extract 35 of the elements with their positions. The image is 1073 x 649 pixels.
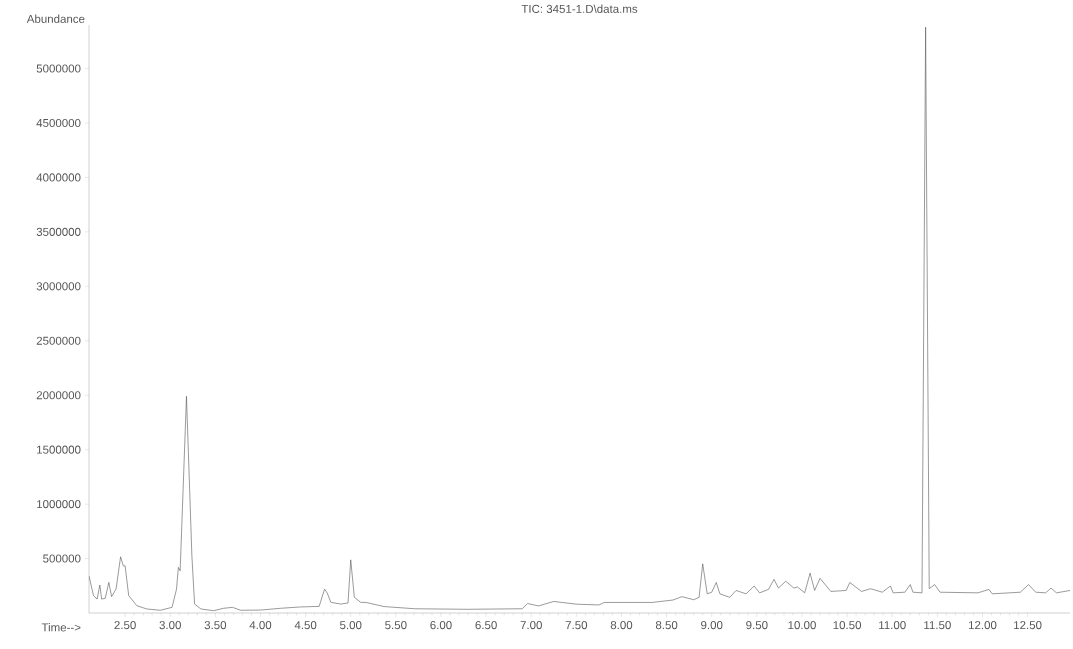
x-tick-label: 5.50 [385, 621, 407, 630]
x-tick-label: 11.00 [879, 621, 906, 630]
chart-title: TIC: 3451-1.D\data.ms [521, 4, 638, 13]
y-tick-label: 2000000 [36, 391, 81, 400]
line-series [89, 26, 1071, 612]
y-tick-label: 1500000 [37, 445, 81, 454]
x-tick-label: 12.00 [968, 621, 997, 630]
y-tick-label: 5000000 [36, 64, 81, 73]
x-tick-label: 4.50 [294, 621, 317, 630]
x-axis-title: Time--> [41, 623, 81, 632]
x-tick-label: 6.00 [430, 621, 452, 630]
y-tick-label: 2500000 [36, 336, 81, 345]
y-tick-label: 3500000 [36, 227, 81, 236]
x-tick-label: 12.50 [1014, 621, 1042, 630]
x-tick-label: 10.00 [788, 621, 816, 630]
y-tick-label: 500000 [43, 554, 81, 563]
x-tick-label: 5.00 [339, 621, 362, 630]
x-tick-label: 10.50 [833, 621, 862, 630]
x-tick-label: 9.50 [746, 621, 768, 630]
x-tick-label: 11.50 [924, 621, 951, 630]
x-tick-label: 2.50 [114, 621, 136, 630]
x-tick-label: 7.50 [565, 621, 588, 630]
y-tick-label: 4500000 [36, 118, 81, 128]
x-tick-label: 6.50 [475, 621, 497, 630]
x-tick-label: 4.00 [249, 621, 272, 630]
x-tick-label: 3.50 [204, 621, 227, 630]
x-tick-label: 8.00 [610, 621, 633, 630]
y-axis-title: Abundance [26, 14, 85, 23]
y-tick-label: 1000000 [37, 500, 81, 509]
y-tick-label: 3000000 [36, 282, 81, 291]
x-tick-label: 7.00 [520, 621, 542, 630]
x-tick-label: 8.50 [655, 621, 678, 630]
x-tick-label: 9.00 [701, 621, 723, 630]
y-tick-label: 4000000 [36, 173, 81, 182]
x-tick-label: 3.00 [159, 621, 181, 630]
